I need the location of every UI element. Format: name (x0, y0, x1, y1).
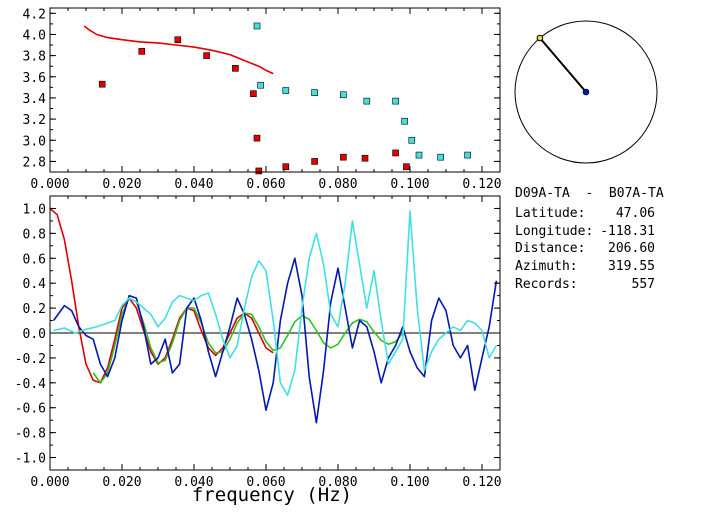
red-series-line (83, 25, 274, 75)
longitude-value: -118.31 (600, 224, 655, 239)
cyan-series-line (53, 210, 498, 397)
cyan-data-point (392, 97, 399, 105)
x-tick-label: 0.080 (318, 475, 357, 490)
y-tick-label: 0.4 (23, 277, 47, 292)
y-tick-label: 2.8 (23, 155, 46, 170)
azimuth-value: 319.55 (608, 259, 655, 274)
y-tick-label: 3.8 (23, 50, 46, 65)
y-tick-label: 3.6 (23, 71, 46, 86)
cyan-data-point (464, 151, 471, 159)
green-series-line (92, 297, 404, 384)
latitude-label: Latitude: (515, 206, 585, 221)
red-data-point (361, 154, 369, 162)
blue-series-line (52, 257, 498, 424)
azimuth-tip-marker (536, 34, 544, 42)
red-data-point (392, 149, 399, 157)
longitude-label: Longitude: (515, 224, 593, 239)
y-tick-label: 4.2 (23, 7, 46, 22)
azimuth-needle (539, 37, 587, 93)
x-axis-title: frequency (Hz) (192, 484, 352, 506)
cyan-data-point (311, 89, 318, 96)
y-tick-label: 0.6 (23, 252, 46, 267)
cyan-data-point (401, 117, 408, 125)
red-data-point (311, 158, 318, 165)
red-data-point (250, 90, 257, 98)
compass-circle (514, 20, 658, 164)
red-series-line (49, 207, 274, 384)
distance-label: Distance: (515, 241, 585, 256)
y-tick-label: 4.0 (23, 28, 46, 43)
x-tick-label: 0.040 (174, 177, 213, 192)
x-tick-label: 0.020 (102, 475, 141, 490)
y-tick-label: 3.4 (23, 92, 47, 107)
station-pair-title: D09A-TA - B07A-TA (515, 186, 664, 201)
x-tick-label: 0.000 (30, 475, 69, 490)
red-data-point (282, 163, 290, 171)
y-tick-label: 3.0 (23, 134, 46, 149)
y-tick-label: -0.6 (15, 402, 46, 417)
distance-value: 206.60 (608, 241, 655, 256)
red-data-point (403, 163, 410, 171)
y-tick-label: 1.0 (23, 202, 46, 217)
x-tick-label: 0.080 (318, 177, 357, 192)
red-data-point (255, 167, 263, 175)
records-label: Records: (515, 277, 578, 292)
red-data-point (138, 48, 146, 55)
x-tick-label: 0.100 (390, 177, 429, 192)
y-tick-label: 3.2 (23, 113, 46, 128)
red-data-point (253, 134, 261, 142)
latitude-value: 47.06 (616, 206, 655, 221)
cyan-data-point (415, 151, 423, 159)
x-tick-label: 0.120 (462, 177, 501, 192)
y-tick-label: -0.4 (15, 377, 46, 392)
compass-center-marker (582, 88, 590, 96)
red-data-point (174, 36, 182, 44)
station-info-panel: D09A-TA - B07A-TA Latitude: 47.06 Longit… (515, 186, 664, 292)
y-tick-label: 0.8 (23, 227, 46, 242)
x-tick-label: 0.040 (174, 475, 213, 490)
azimuth-label: Azimuth: (515, 259, 578, 274)
records-value: 557 (632, 277, 655, 292)
azimuth-compass (514, 20, 658, 164)
y-tick-label: 0.2 (23, 302, 46, 317)
plot-frame (49, 7, 501, 173)
x-tick-label: 0.060 (246, 475, 285, 490)
y-tick-label: -1.0 (15, 452, 46, 467)
x-tick-label: 0.060 (246, 177, 285, 192)
cyan-data-point (253, 22, 261, 30)
cyan-data-point (437, 153, 444, 161)
cyan-data-point (363, 97, 371, 105)
dispersion-plot: 0.000 0.020 0.040 0.060 0.080 0.100 0.120 2.8 3.… (23, 7, 502, 192)
y-tick-label: -0.8 (15, 427, 46, 442)
cyan-data-point (257, 81, 264, 89)
y-tick-label: -0.2 (15, 352, 46, 367)
cyan-data-point (282, 87, 290, 94)
red-data-point (340, 153, 347, 161)
cyan-data-point (340, 91, 347, 99)
correlation-plot: 0.000 0.020 0.040 0.060 0.080 0.100 0.120 1.0 0.… (15, 195, 502, 490)
red-data-point (203, 52, 210, 59)
x-tick-label: 0.020 (102, 177, 141, 192)
x-tick-label: 0.120 (462, 475, 501, 490)
y-tick-label: 0.0 (23, 327, 46, 342)
red-data-point (232, 65, 239, 72)
cyan-data-point (408, 136, 416, 144)
red-data-point (98, 80, 106, 88)
x-tick-label: 0.000 (30, 177, 69, 192)
x-tick-label: 0.100 (390, 475, 429, 490)
